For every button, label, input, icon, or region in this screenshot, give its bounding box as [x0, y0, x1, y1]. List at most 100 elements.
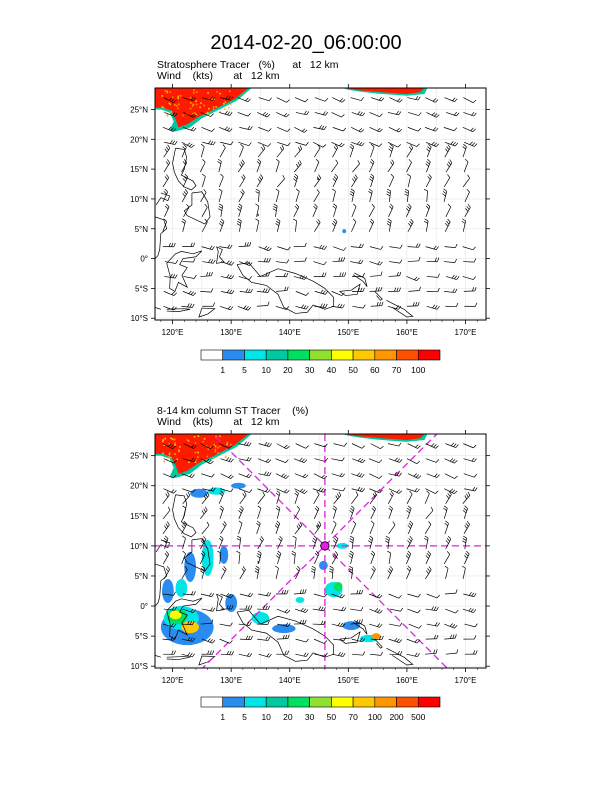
x-tick-label: 120°E [162, 328, 184, 337]
colorbar-label: 70 [348, 712, 358, 722]
colorbar-label: 50 [327, 712, 337, 722]
wind-barb [257, 592, 272, 597]
wind-barb [388, 622, 403, 627]
wind-barb [182, 488, 196, 493]
wind-barb [331, 291, 345, 296]
coastline [198, 655, 216, 666]
wind-barb [369, 651, 383, 656]
wind-barb [276, 488, 290, 494]
colorbar-label: 20 [283, 712, 293, 722]
tracer-speckle [166, 113, 169, 116]
wind-barb [202, 487, 216, 492]
coastline [216, 593, 225, 612]
wind-barb [348, 565, 354, 580]
tracer-speckle [175, 104, 178, 107]
wind-barb [274, 520, 281, 534]
tracer-speckle [230, 444, 232, 446]
wind-barb [162, 551, 170, 565]
wind-barb [370, 505, 376, 519]
tracer-speckle [166, 458, 168, 461]
tracer-speckle [179, 446, 181, 448]
tracer-speckle [179, 94, 182, 97]
wind-barb [463, 286, 477, 292]
wind-barb [162, 126, 177, 132]
wind-barb [444, 589, 458, 595]
wind-barb [239, 491, 247, 504]
tracer-patch [231, 482, 246, 489]
colorbar-label: 40 [327, 365, 337, 375]
wind-barb [256, 620, 270, 625]
wind-barb [182, 608, 196, 614]
wind-barb [238, 652, 253, 658]
x-tick-label: 170°E [455, 328, 477, 337]
wind-barb [275, 272, 289, 278]
tracer-speckle [219, 445, 221, 448]
wind-barb [295, 638, 309, 643]
coastline [166, 250, 203, 292]
wind-barb [181, 636, 196, 642]
wind-barb [369, 488, 383, 494]
wind-barb [444, 243, 458, 248]
wind-barb [183, 274, 197, 279]
wind-barb [164, 140, 178, 145]
colorbar-label: 200 [389, 712, 403, 722]
wind-barb [312, 487, 327, 493]
colorbar-label: 20 [283, 365, 293, 375]
tracer-speckle [189, 97, 192, 99]
wind-barb [220, 141, 234, 146]
wind-barb [256, 158, 262, 173]
tracer-speckle [225, 456, 227, 459]
wind-barb [352, 304, 366, 309]
wind-barb [388, 173, 395, 188]
wind-barb [201, 607, 216, 612]
wind-barb [164, 203, 170, 217]
wind-barb [462, 143, 467, 158]
tracer-speckle [215, 105, 217, 108]
wind-barb [238, 621, 252, 626]
wind-barb [257, 458, 272, 463]
wind-barb [370, 143, 375, 158]
wind-barb [332, 257, 346, 262]
wind-barb [386, 188, 391, 202]
wind-barb [445, 203, 452, 217]
x-tick-label: 130°E [220, 676, 242, 685]
wind-barb [462, 535, 467, 549]
wind-barb [313, 505, 320, 519]
tracer-speckle [203, 104, 205, 107]
wind-barb [444, 218, 451, 232]
wind-barb [219, 622, 233, 627]
wind-barb [257, 491, 265, 504]
tracer-patch [207, 487, 226, 495]
wind-barb [201, 638, 216, 644]
wind-barb [370, 443, 384, 450]
wind-barb [239, 174, 246, 188]
wind-barb [406, 565, 412, 580]
tracer-core [345, 434, 425, 441]
wind-barb [236, 550, 241, 564]
coastline [236, 262, 335, 314]
wind-barb [295, 188, 300, 203]
wind-barb [163, 97, 177, 103]
wind-barb [369, 491, 377, 504]
wind-barb [220, 260, 235, 266]
tracer-speckle [202, 440, 204, 443]
wind-barb [351, 111, 366, 117]
wind-barb [276, 550, 282, 565]
wind-barb [351, 486, 365, 492]
x-tick-label: 150°E [337, 328, 359, 337]
tracer-speckle [171, 96, 174, 99]
wind-barb [200, 592, 215, 597]
tracer-patch [162, 578, 174, 604]
coastline [216, 246, 225, 264]
tracer-speckle [212, 106, 215, 108]
colorbar-label: 1 [220, 712, 225, 722]
wind-barb [221, 289, 235, 295]
wind-barb [163, 473, 177, 479]
wind-barb [369, 112, 383, 118]
x-tick-label: 120°E [162, 676, 184, 685]
wind-barb [313, 244, 327, 250]
wind-barb [368, 535, 374, 549]
wind-barb [369, 173, 375, 188]
wind-barb [329, 565, 334, 580]
wind-barb [257, 144, 266, 158]
